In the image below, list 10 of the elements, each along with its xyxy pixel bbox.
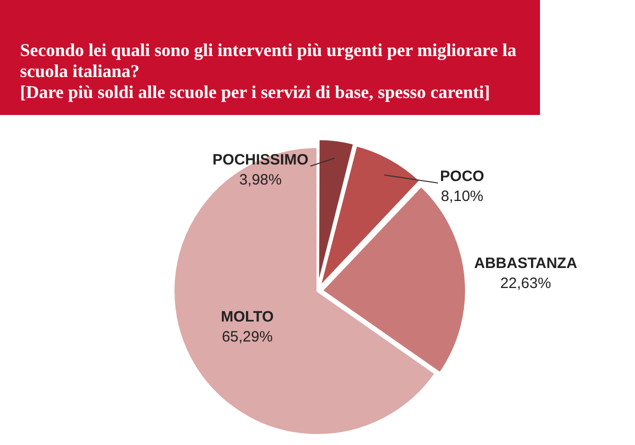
chart-subtitle: [Dare più soldi alle scuole per i servizi di base, spesso carenti] [20,82,491,103]
slice-label: MOLTO [220,308,274,326]
data-label: 65,29% [222,328,273,346]
slice-label: POCO [440,168,485,186]
data-label: 22,63% [500,275,552,292]
data-label: 8,10% [440,188,484,206]
chart-title: Secondo lei quali sono gli interventi più urgenti per migliorare la scuola italiana? [20,40,518,82]
data-label: 3,98% [239,171,282,188]
slice-label: POCHISSIMO [212,151,309,168]
slice-label: ABBASTANZA [474,255,578,272]
